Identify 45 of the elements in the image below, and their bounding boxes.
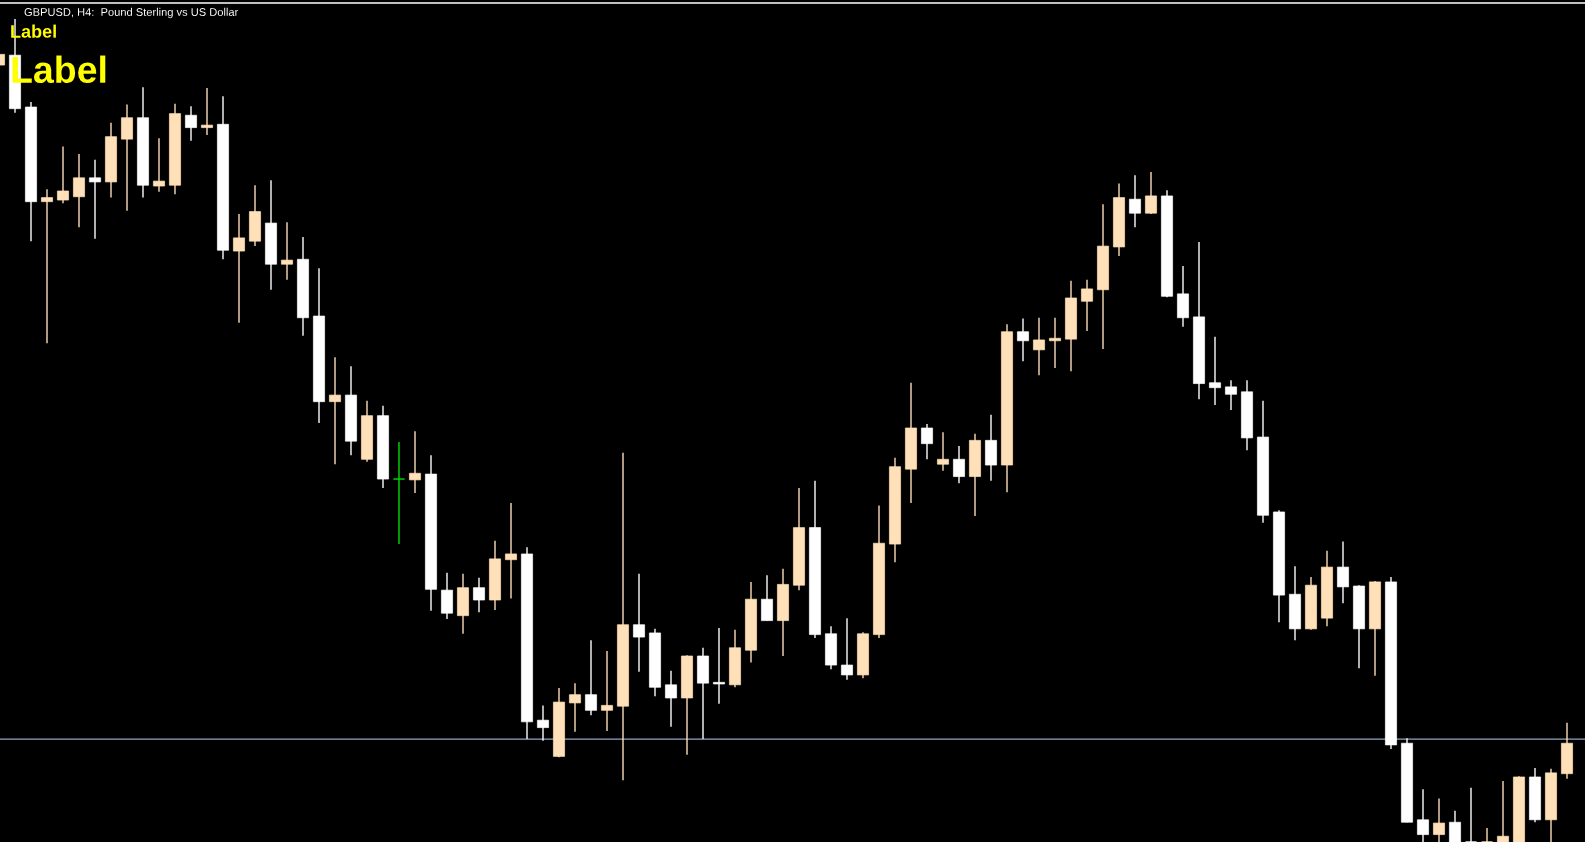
candlestick <box>1225 379 1237 411</box>
candlestick <box>569 682 581 733</box>
candlestick <box>665 670 677 728</box>
candlestick <box>1129 174 1141 228</box>
candlestick <box>441 572 453 620</box>
candlestick <box>73 153 85 228</box>
candlestick <box>601 650 613 732</box>
candlestick <box>1337 540 1349 605</box>
candlestick <box>1464 786 1478 842</box>
candlestick <box>713 627 725 705</box>
candlestick <box>392 441 406 545</box>
candlestick <box>57 145 69 205</box>
candlestick <box>841 617 853 681</box>
candlestick <box>1417 788 1429 842</box>
candlestick <box>1209 335 1221 406</box>
candlestick <box>953 445 965 484</box>
candlestick <box>937 431 949 472</box>
candlestick <box>1049 317 1061 369</box>
chart-title: GBPUSD, H4: Pound Sterling vs US Dollar <box>24 7 239 19</box>
candlestick <box>585 639 597 716</box>
candlestick <box>473 577 485 614</box>
candlestick <box>1497 780 1509 842</box>
candlestick <box>921 423 933 460</box>
candlestick <box>201 87 213 136</box>
candlestick <box>121 103 133 212</box>
candlestick <box>761 574 773 622</box>
candlestick <box>505 502 517 600</box>
candlestick <box>1033 317 1045 377</box>
candlestick <box>1145 171 1157 215</box>
candlestick <box>41 188 53 344</box>
candlestick <box>185 105 197 142</box>
candlestick <box>153 137 165 193</box>
candlestick <box>89 159 101 240</box>
candlestick <box>1433 797 1445 842</box>
candlestick <box>409 430 421 494</box>
candlestick <box>537 704 549 742</box>
candlestick <box>1177 265 1189 328</box>
candlestick <box>633 572 645 673</box>
candlestick <box>233 213 245 324</box>
candlestick <box>1480 827 1494 842</box>
candlestick <box>281 221 293 281</box>
candlestick <box>1449 810 1461 842</box>
candlestick <box>1017 317 1029 363</box>
candlestick <box>1081 279 1093 332</box>
candlestick <box>329 356 341 465</box>
